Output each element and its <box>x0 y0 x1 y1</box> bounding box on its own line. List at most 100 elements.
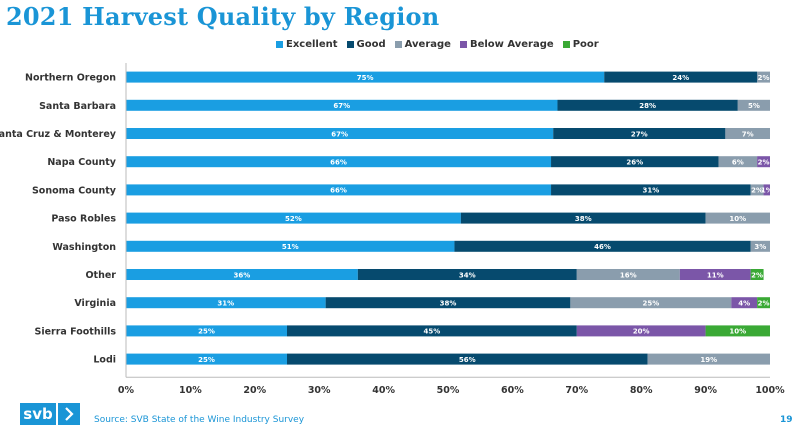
data-label: 2% <box>751 187 763 195</box>
bar-segment-excellent <box>126 71 605 83</box>
legend-swatch <box>459 41 467 48</box>
category-label: Sierra Foothills <box>34 326 116 337</box>
data-label: 28% <box>639 102 656 110</box>
x-tick-label: 30% <box>308 385 331 395</box>
data-label: 2% <box>751 271 763 279</box>
bar-segment-good <box>287 325 577 337</box>
x-tick-label: 0% <box>118 385 135 395</box>
bar-segment-good <box>454 240 751 252</box>
bar-segment-excellent <box>126 297 326 309</box>
data-label: 11% <box>707 271 724 279</box>
x-tick-label: 10% <box>179 385 202 395</box>
chart-legend: Excellent Good Average Below Average Poor <box>276 39 599 50</box>
data-label: 31% <box>642 187 659 195</box>
category-label: Paso Robles <box>51 214 116 225</box>
bar-segment-poor <box>757 297 770 309</box>
data-label: 26% <box>626 159 643 167</box>
data-label: 1% <box>761 187 773 195</box>
legend-swatch <box>562 41 570 48</box>
bar-segment-average <box>576 269 680 280</box>
x-tick-label: 50% <box>437 385 460 395</box>
legend-label: Average <box>404 39 451 50</box>
data-label: 56% <box>459 356 476 364</box>
x-tick-label: 60% <box>501 385 524 395</box>
bar-segment-excellent <box>126 240 455 252</box>
x-tick-label: 40% <box>372 385 395 395</box>
bar-segment-excellent <box>126 184 552 196</box>
data-label: 51% <box>282 243 299 251</box>
bar-segment-excellent <box>126 212 461 224</box>
category-label: Sonoma County <box>32 185 117 196</box>
data-label: 67% <box>331 130 348 138</box>
data-label: 75% <box>357 74 374 82</box>
category-label: Napa County <box>47 157 116 168</box>
bar-segment-average <box>750 184 764 196</box>
bar-segment-average <box>718 156 758 168</box>
bar-segment-good <box>551 184 751 196</box>
bar-segment-average <box>737 99 770 111</box>
bar-segment-good <box>357 269 577 280</box>
data-label: 24% <box>672 74 689 82</box>
bar-segment-poor <box>705 325 770 337</box>
bar-segment-good <box>287 353 648 365</box>
data-label: 7% <box>742 130 754 138</box>
svb-logo: svb <box>20 403 80 425</box>
data-label: 38% <box>440 300 457 308</box>
x-tick-label: 90% <box>694 385 717 395</box>
bar-segment-good <box>604 71 758 83</box>
data-label: 20% <box>633 328 650 336</box>
data-label: 52% <box>285 215 302 223</box>
source-note: Source: SVB State of the Wine Industry S… <box>94 415 305 425</box>
bar-segment-average <box>647 353 770 365</box>
data-label: 19% <box>700 356 717 364</box>
data-label: 3% <box>754 243 766 251</box>
bar-segment-average <box>570 297 732 309</box>
data-label: 2% <box>758 74 770 82</box>
bar-segment-below-average <box>679 269 751 280</box>
data-label: 27% <box>631 130 648 138</box>
legend-swatch <box>276 41 283 48</box>
legend-item-good: Good <box>346 39 386 50</box>
legend-label: Good <box>356 39 386 50</box>
data-label: 4% <box>738 300 750 308</box>
category-label: Other <box>85 270 116 281</box>
bar-segment-average <box>725 128 770 139</box>
data-label: 10% <box>729 328 746 336</box>
bar-segment-average <box>750 240 770 252</box>
legend-label: Excellent <box>286 39 338 50</box>
data-label: 2% <box>758 300 770 308</box>
category-label: Virginia <box>74 298 116 309</box>
data-label: 16% <box>620 271 637 279</box>
bar-segment-good <box>460 212 706 224</box>
data-label: 38% <box>575 215 592 223</box>
data-label: 46% <box>594 243 611 251</box>
legend-label: Below Average <box>469 39 554 50</box>
x-tick-label: 100% <box>755 385 785 395</box>
bar-segment-below-average <box>763 184 770 196</box>
bar-segment-excellent <box>126 99 558 111</box>
data-label: 66% <box>330 187 347 195</box>
legend-swatch <box>346 41 354 48</box>
bar-segment-good <box>553 128 726 139</box>
bar-segment-average <box>705 212 770 224</box>
category-label: Santa Barbara <box>39 101 116 112</box>
x-tick-label: 70% <box>565 385 588 395</box>
data-label: 25% <box>198 328 215 336</box>
data-label: 10% <box>729 215 746 223</box>
data-label: 45% <box>424 328 441 336</box>
bar-segment-below-average <box>576 325 706 337</box>
data-label: 36% <box>234 271 251 279</box>
stacked-bar-chart: Northern Oregon 75% 24% 2% Santa Barbara 67% 2… <box>0 63 785 395</box>
bar-segment-excellent <box>126 325 287 337</box>
bar-segment-good <box>325 297 571 309</box>
data-label: 2% <box>758 159 770 167</box>
legend-item-poor: Poor <box>562 39 599 50</box>
legend-item-excellent: Excellent <box>276 39 338 50</box>
bar-segment-below-average <box>731 297 758 309</box>
legend-swatch <box>394 41 402 48</box>
bar-segment-poor <box>750 269 764 280</box>
legend-label: Poor <box>572 39 599 50</box>
svb-logo-text: svb <box>20 403 56 425</box>
page-number: 19 <box>780 415 793 425</box>
data-label: 5% <box>748 102 760 110</box>
